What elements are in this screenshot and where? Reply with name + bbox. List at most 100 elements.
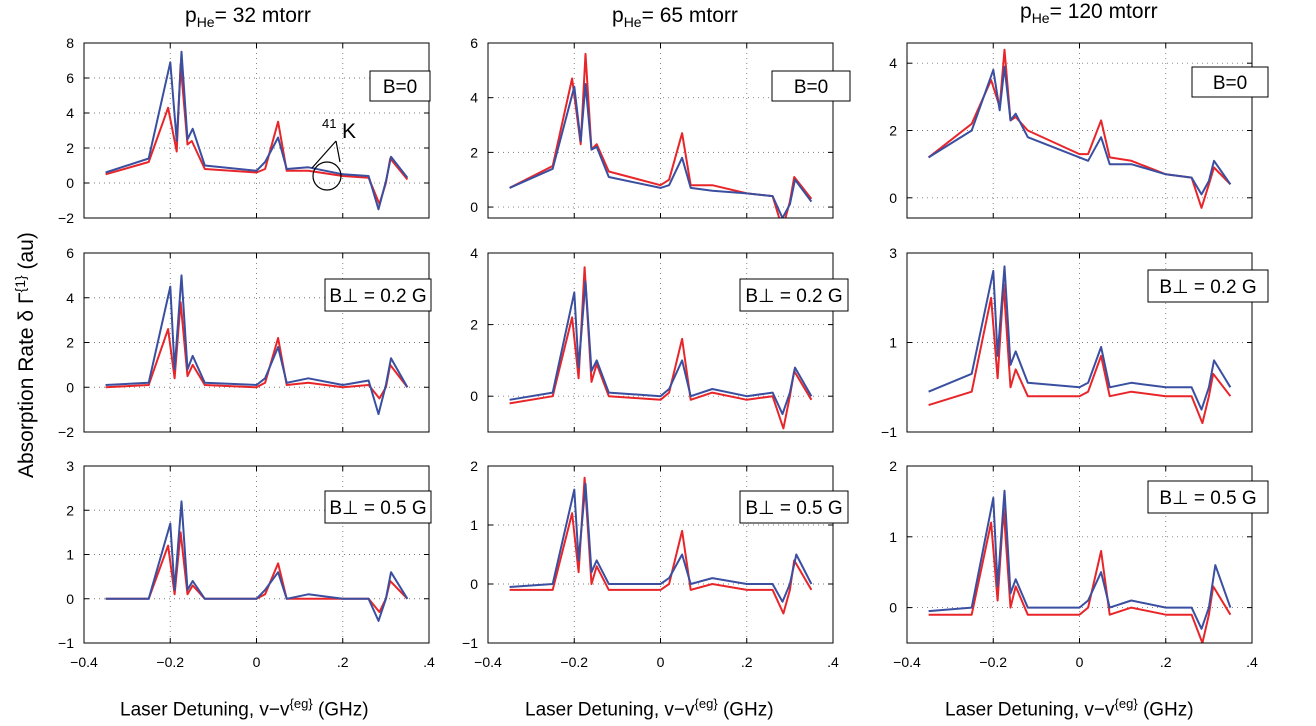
series-line-blue <box>509 482 813 603</box>
series-line-red <box>105 301 409 400</box>
series-line-red <box>509 52 813 218</box>
y-tick-label: 4 <box>470 245 478 261</box>
y-tick-label: 2 <box>470 144 478 160</box>
x-axis-label-1: Laser Detuning, v−v{eg} (GHz) <box>120 696 369 721</box>
x-tick-label: −0.4 <box>70 654 98 670</box>
series-line-red <box>928 283 1232 425</box>
field-annotation-text: B⊥ = 0.2 G <box>329 286 426 307</box>
panel-r2c3: −1 1 3 B⊥ = 0.2 G <box>881 245 1269 440</box>
y-tick-label: 2 <box>66 140 74 156</box>
isotope-mass-number: 41 <box>322 116 336 131</box>
y-tick-label: −2 <box>58 210 74 226</box>
x-tick-label: −0.2 <box>560 654 588 670</box>
plot-area <box>83 42 430 219</box>
y-tick-label: 8 <box>66 35 74 51</box>
y-tick-label: 6 <box>66 245 74 261</box>
field-annotation-box <box>1191 66 1269 98</box>
field-annotation-box <box>1147 480 1269 514</box>
x-tick-label: .4 <box>827 654 839 670</box>
column-title-2: pHe= 65 mtorr <box>612 4 738 31</box>
series-line-blue <box>928 489 1232 630</box>
x-tick-label: 0 <box>253 654 261 670</box>
field-annotation-text: B⊥ = 0.2 G <box>745 286 842 307</box>
y-tick-label: 0 <box>889 600 897 616</box>
x-tick-label: −0.2 <box>979 654 1007 670</box>
y-tick-label: 0 <box>66 591 74 607</box>
panel-r2c1: −2 0 2 4 6 B⊥ = 0.2 G <box>58 245 432 440</box>
series-line-blue <box>509 280 813 416</box>
panel-r1c3: 0 2 4 B=0 <box>889 42 1269 219</box>
field-annotation-text: B⊥ = 0.2 G <box>1159 277 1256 298</box>
x-tick-label: .4 <box>423 654 435 670</box>
field-annotation-text: B=0 <box>383 77 417 98</box>
panel-r2c2: 0 2 4 B⊥ = 0.2 G <box>470 245 849 433</box>
x-tick-label: .4 <box>1246 654 1258 670</box>
x-tick-label: −0.2 <box>156 654 184 670</box>
plot-area <box>487 42 834 219</box>
isotope-symbol: K <box>342 120 356 143</box>
panel-r1c2: 0 2 4 6 B=0 <box>470 35 851 219</box>
x-tick-label: .2 <box>741 654 753 670</box>
x-axis-label-3: Laser Detuning, v−v{eg} (GHz) <box>945 696 1194 721</box>
isotope-annotation: 41 K <box>311 116 356 191</box>
column-title-1: pHe= 32 mtorr <box>185 4 311 31</box>
y-tick-label: −1 <box>58 635 74 651</box>
y-tick-label: 1 <box>66 547 74 563</box>
series-line-blue <box>928 65 1232 196</box>
x-tick-label: 0 <box>657 654 665 670</box>
field-annotation-box <box>324 278 432 312</box>
y-tick-label: 0 <box>470 576 478 592</box>
y-tick-label: 2 <box>66 335 74 351</box>
field-annotation-box <box>739 490 849 524</box>
series-line-blue <box>928 265 1232 411</box>
y-tick-label: 0 <box>66 379 74 395</box>
x-tick-label: 0 <box>1076 654 1084 670</box>
x-tick-label: −0.4 <box>893 654 921 670</box>
field-annotation-text: B=0 <box>794 77 828 98</box>
y-tick-label: 2 <box>470 317 478 333</box>
y-tick-label: 4 <box>470 90 478 106</box>
column-title-3: pHe= 120 mtorr <box>1020 0 1158 27</box>
x-axis-label-2: Laser Detuning, v−v{eg} (GHz) <box>525 696 774 721</box>
panel-r3c1: −0.4 −0.2 0 .2 .4 −1 0 1 2 3 B⊥ = 0.5 G <box>58 458 435 670</box>
y-tick-label: 4 <box>66 105 74 121</box>
y-tick-label: 1 <box>470 517 478 533</box>
y-tick-label: 3 <box>889 245 897 261</box>
y-tick-label: 1 <box>889 529 897 545</box>
panel-r1c1: −2 0 2 4 6 8 B=0 <box>58 35 431 226</box>
series-line-blue <box>509 83 813 218</box>
y-tick-label: −1 <box>881 424 897 440</box>
y-tick-label: −2 <box>58 424 74 440</box>
series-line-blue <box>105 500 409 622</box>
panel-r3c2: −0.4 −0.2 0 .2 .4 −1 0 1 2 B⊥ = 0.5 G <box>462 458 849 670</box>
field-annotation-text: B⊥ = 0.5 G <box>329 498 426 519</box>
isotope-circle <box>312 161 342 191</box>
x-tick-label: −0.4 <box>474 654 502 670</box>
y-tick-label: 4 <box>889 55 897 71</box>
series-line-red <box>509 266 813 430</box>
y-axis-label: Absorption Rate δ Γ{1} (au) <box>12 232 38 478</box>
field-annotation-box <box>1147 269 1269 303</box>
series-line-blue <box>105 274 409 416</box>
panel-r3c3: −0.4 −0.2 0 .2 .4 0 1 2 B⊥ = 0.5 G <box>889 458 1269 670</box>
field-annotation-box <box>324 490 432 524</box>
field-annotation-text: B⊥ = 0.5 G <box>745 498 842 519</box>
y-tick-label: 2 <box>889 458 897 474</box>
field-annotation-text: B⊥ = 0.5 G <box>1159 488 1256 509</box>
y-tick-label: 4 <box>66 290 74 306</box>
field-annotation-box <box>739 278 849 312</box>
series-line-red <box>509 476 813 615</box>
y-tick-label: 1 <box>889 335 897 351</box>
y-tick-label: 0 <box>66 175 74 191</box>
field-annotation-box <box>369 70 431 102</box>
y-tick-label: −1 <box>462 635 478 651</box>
y-tick-label: 6 <box>470 35 478 51</box>
y-tick-label: 0 <box>470 388 478 404</box>
y-tick-label: 0 <box>470 199 478 215</box>
series-line-red <box>105 531 409 613</box>
y-tick-label: 6 <box>66 70 74 86</box>
series-line-blue <box>105 50 409 211</box>
y-tick-label: 2 <box>66 502 74 518</box>
y-tick-label: 3 <box>66 458 74 474</box>
